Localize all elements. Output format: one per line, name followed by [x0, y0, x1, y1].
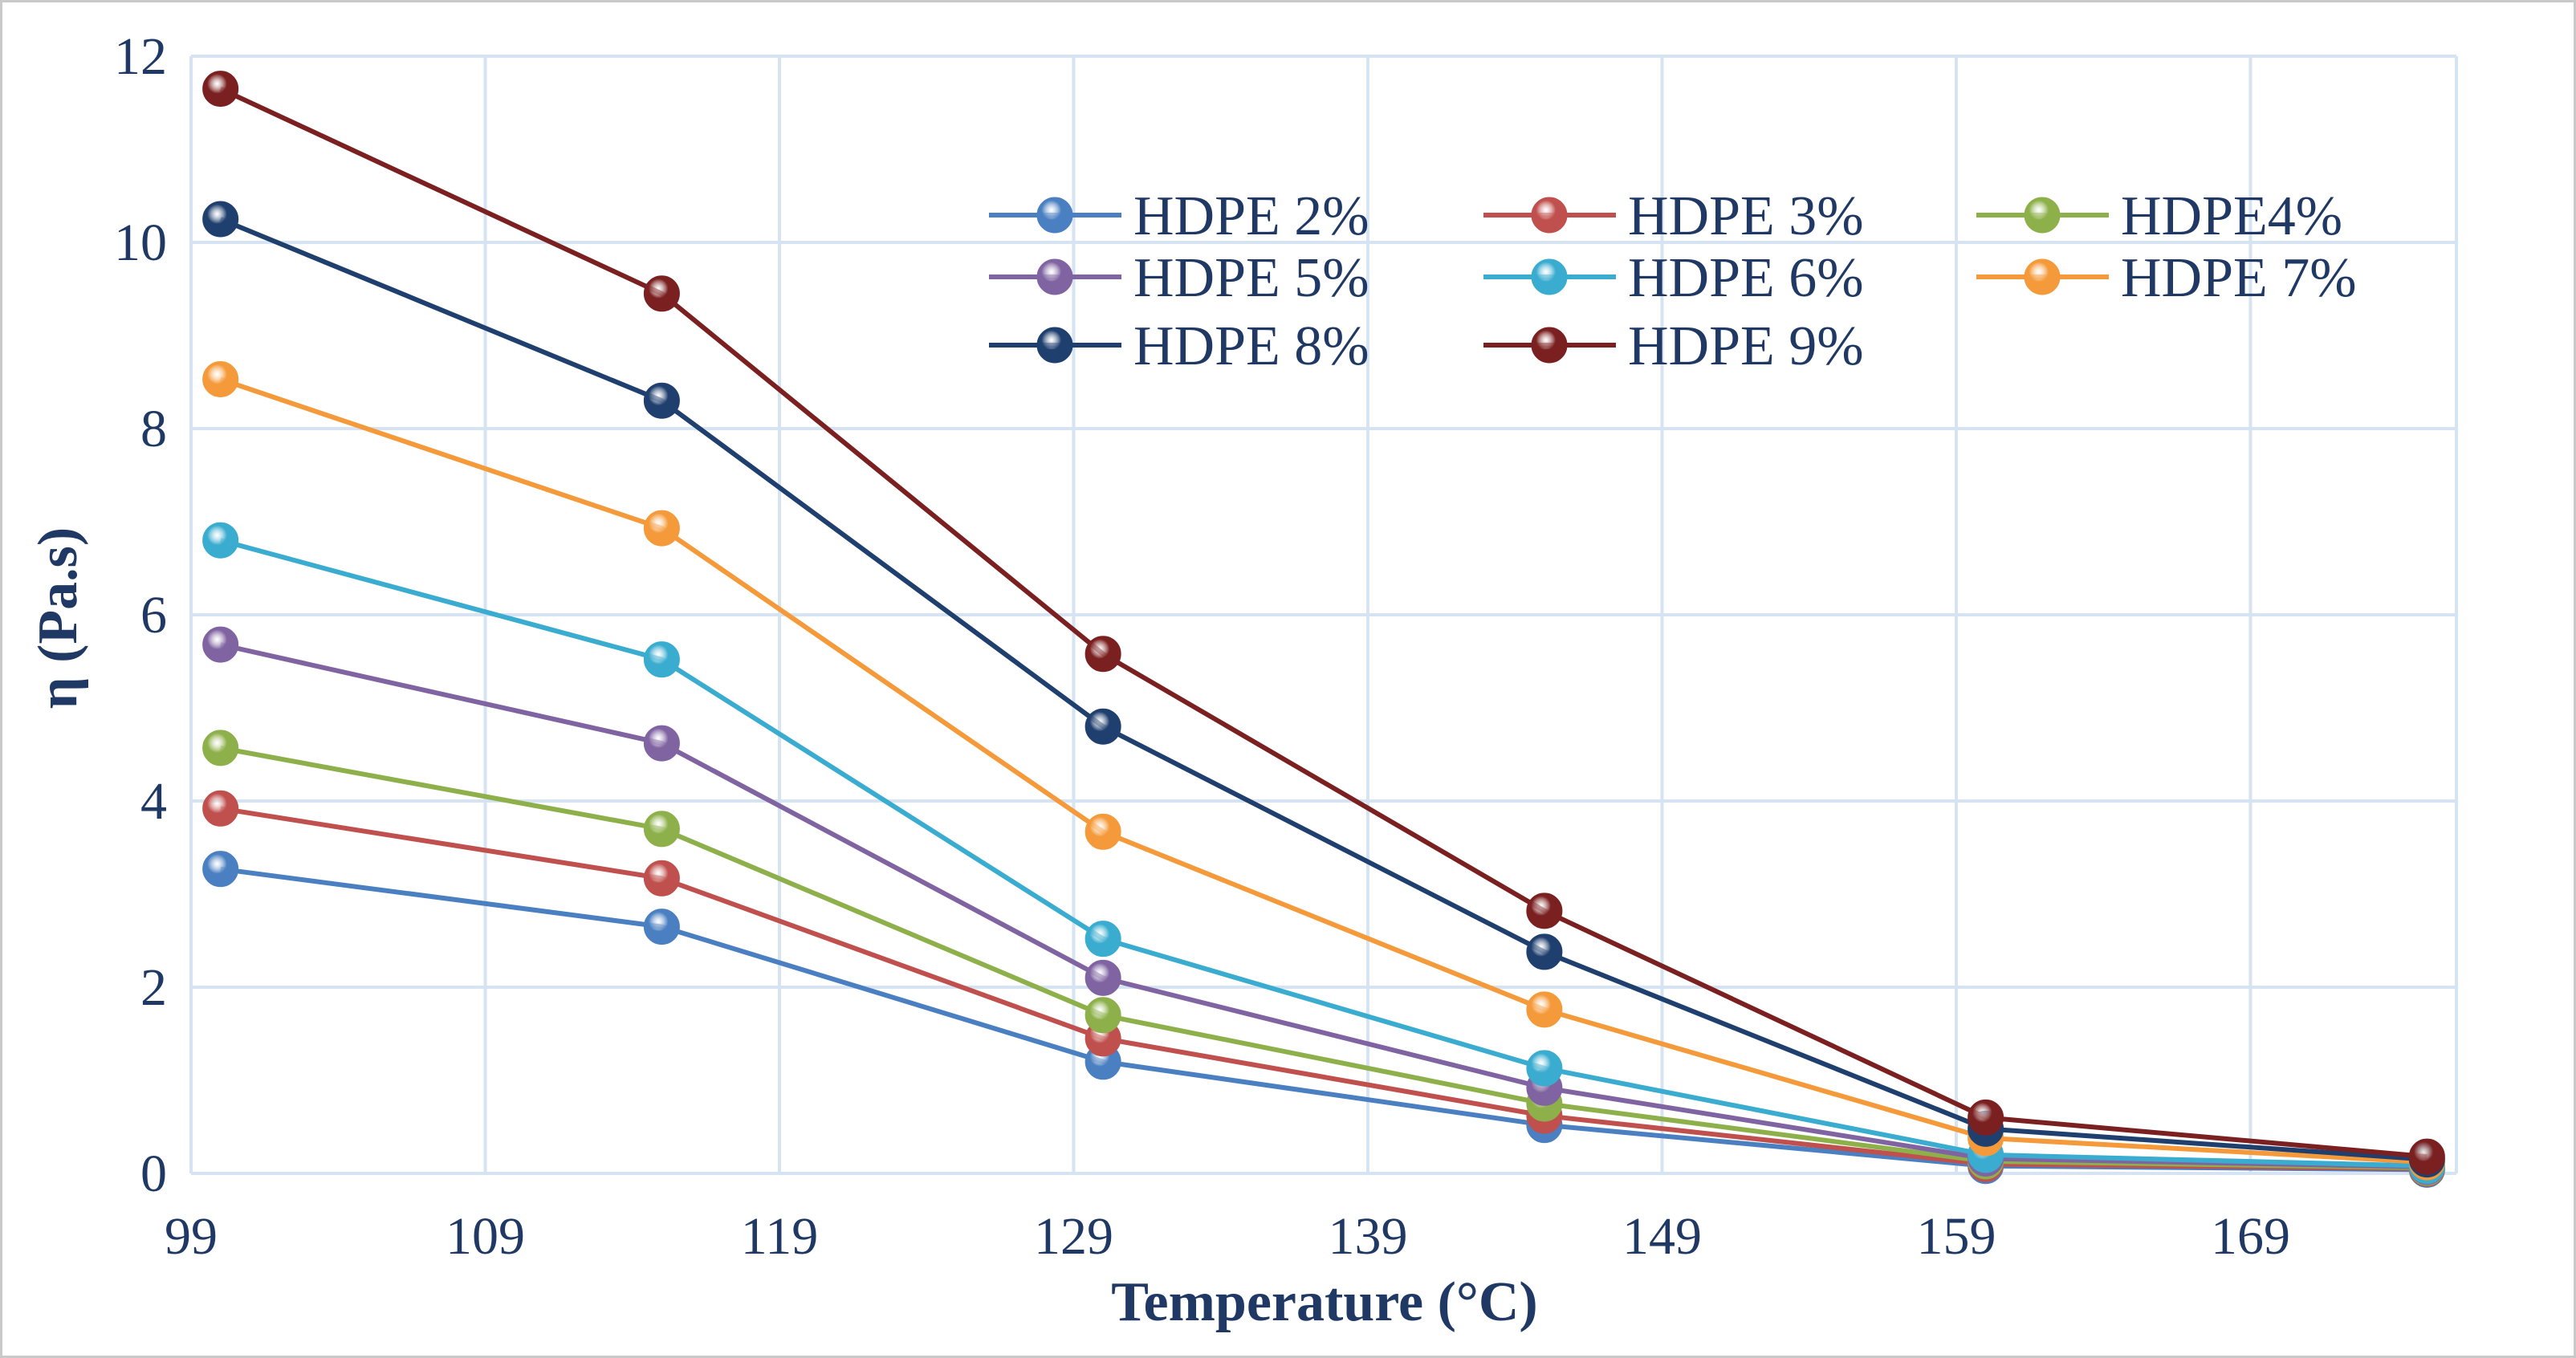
series-line [220, 866, 2427, 1173]
legend-marker [1531, 197, 1568, 234]
y-tick-label: 0 [140, 1145, 167, 1203]
y-tick-label: 10 [114, 213, 167, 272]
legend-label: HDPE4% [2121, 185, 2342, 247]
data-point[interactable] [643, 725, 680, 762]
legend-item[interactable]: HDPE 7% [1976, 247, 2357, 309]
x-tick-label: 109 [446, 1207, 525, 1266]
data-point[interactable] [202, 851, 239, 888]
series-hdpe4- [202, 730, 2445, 1186]
data-point[interactable] [1526, 991, 1563, 1028]
series-line [219, 642, 2427, 1169]
data-point[interactable] [202, 626, 239, 663]
data-point[interactable] [1085, 959, 1121, 996]
data-point[interactable] [1526, 1050, 1563, 1087]
data-point[interactable] [643, 860, 680, 897]
legend-label: HDPE 6% [1628, 247, 1864, 309]
legend-marker [1531, 327, 1568, 364]
legend-marker [1531, 258, 1568, 295]
data-point[interactable] [643, 909, 680, 945]
x-tick-label: 139 [1328, 1207, 1407, 1266]
series-line [219, 538, 2427, 1169]
legend-item[interactable]: HDPE 2% [989, 185, 1369, 247]
data-point[interactable] [1085, 921, 1121, 958]
legend-label: HDPE 5% [1133, 247, 1369, 309]
x-tick-label: 169 [2211, 1207, 2290, 1266]
legend-marker [2024, 197, 2061, 234]
series-hdpe-6- [202, 522, 2445, 1185]
data-point[interactable] [1526, 933, 1563, 970]
legend-item[interactable]: HDPE4% [1976, 185, 2342, 247]
legend-item[interactable]: HDPE 3% [1483, 185, 1864, 247]
legend-label: HDPE 2% [1133, 185, 1369, 247]
data-point[interactable] [643, 641, 680, 678]
data-point[interactable] [2408, 1138, 2445, 1175]
data-point[interactable] [202, 522, 239, 559]
y-tick-label: 6 [140, 586, 167, 644]
series-hdpe-7- [202, 361, 2445, 1181]
legend: HDPE 2% HDPE 3% HDPE4% HDPE 5% HDPE 6% HDPE 7… [989, 185, 2357, 377]
legend-label: HDPE 9% [1628, 315, 1864, 377]
data-point[interactable] [1085, 636, 1121, 673]
tick-labels: 0 2 4 6 8 10 12 99 109 119 129 139 149 159 169 [114, 27, 2290, 1266]
y-axis-title: η (Pa.s) [27, 527, 89, 709]
y-tick-label: 12 [114, 27, 167, 86]
legend-marker [1036, 327, 1073, 364]
x-tick-label: 149 [1622, 1207, 1702, 1266]
legend-label: HDPE 3% [1628, 185, 1864, 247]
data-point[interactable] [643, 275, 680, 312]
y-tick-label: 2 [140, 958, 167, 1017]
x-tick-label: 129 [1034, 1207, 1113, 1266]
data-point[interactable] [643, 811, 680, 848]
gridlines [189, 55, 2458, 1175]
data-point[interactable] [202, 790, 239, 827]
data-point[interactable] [1085, 997, 1121, 1034]
y-tick-label: 4 [140, 772, 167, 831]
data-point[interactable] [202, 361, 239, 398]
series-line [220, 745, 2427, 1171]
x-axis-title: Temperature (°C) [1111, 1271, 1538, 1333]
series-hdpe-9- [202, 71, 2445, 1175]
data-point[interactable] [1526, 892, 1563, 929]
legend-item[interactable]: HDPE 6% [1483, 247, 1864, 309]
legend-item[interactable]: HDPE 8% [989, 315, 1369, 377]
series-line [219, 376, 2427, 1165]
data-point[interactable] [202, 71, 239, 108]
data-point[interactable] [643, 510, 680, 547]
legend-marker [2024, 258, 2061, 295]
data-point[interactable] [202, 201, 239, 238]
legend-item[interactable]: HDPE 9% [1483, 315, 1864, 377]
series-line [219, 86, 2427, 1160]
legend-item[interactable]: HDPE 5% [989, 247, 1369, 309]
data-point[interactable] [1085, 813, 1121, 850]
data-point[interactable] [1085, 708, 1121, 745]
data-point[interactable] [1968, 1099, 2004, 1136]
y-tick-label: 8 [140, 400, 167, 458]
data-point[interactable] [643, 382, 680, 419]
legend-marker [1036, 258, 1073, 295]
data-point[interactable] [202, 730, 239, 766]
legend-label: HDPE 8% [1133, 315, 1369, 377]
series-hdpe-5- [202, 626, 2445, 1185]
series-line [220, 806, 2427, 1172]
series-lines [202, 71, 2445, 1188]
x-tick-label: 159 [1916, 1207, 1996, 1266]
legend-marker [1036, 197, 1073, 234]
x-tick-label: 99 [165, 1207, 218, 1266]
x-tick-label: 119 [741, 1207, 819, 1266]
series-line [219, 217, 2427, 1162]
legend-label: HDPE 7% [2121, 247, 2357, 309]
